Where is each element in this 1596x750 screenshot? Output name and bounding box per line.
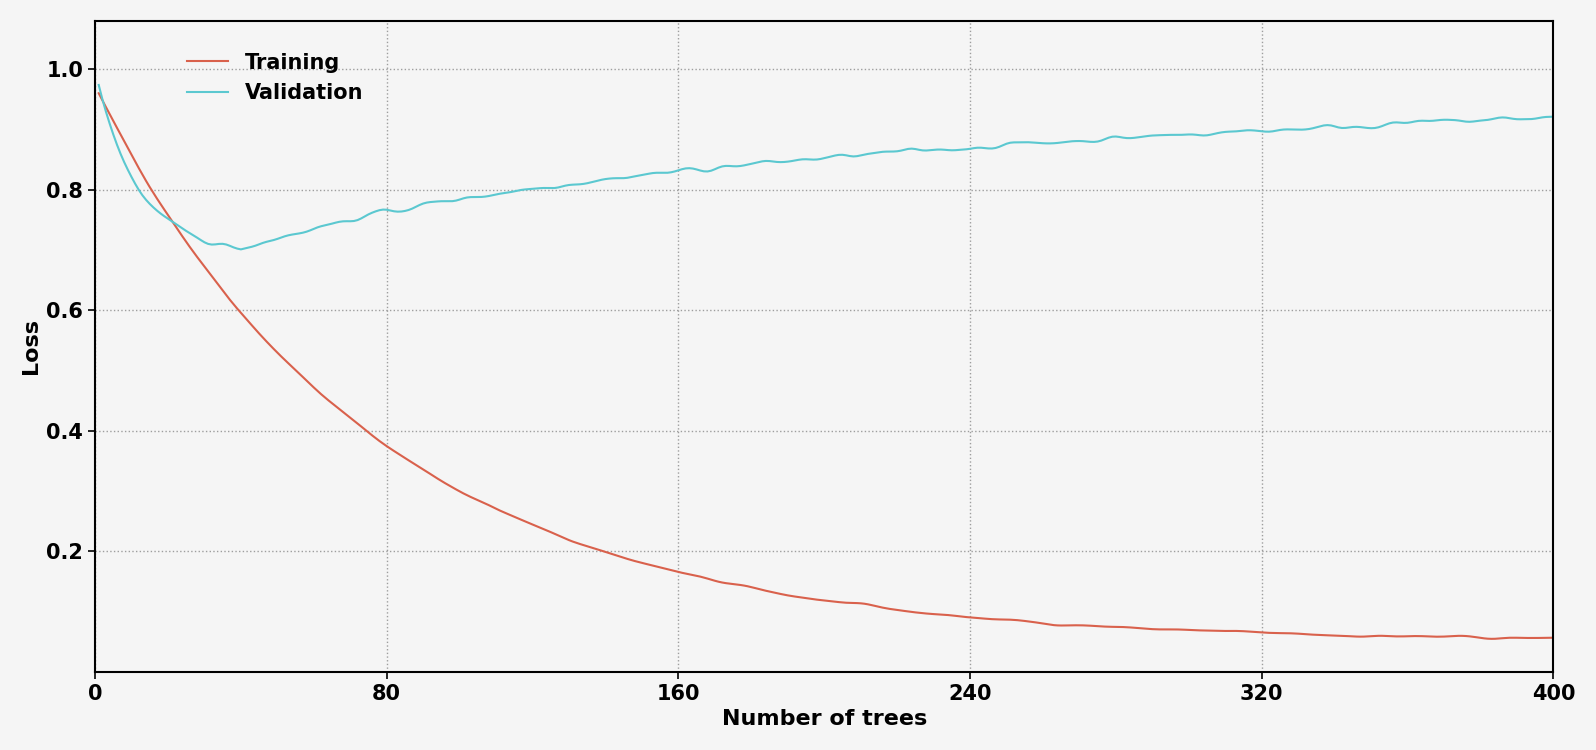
Validation (1151, 130, 1170, 140)
Training (1004, 616, 1023, 625)
Training (1543, 633, 1562, 642)
Validation (231, 244, 251, 254)
Training (265, 344, 284, 353)
Training (1481, 634, 1500, 644)
X-axis label: Number of trees: Number of trees (721, 710, 927, 729)
Line: Training: Training (99, 93, 1553, 639)
Validation (1143, 131, 1162, 140)
Training (563, 537, 583, 546)
Line: Validation: Validation (99, 85, 1553, 249)
Validation (89, 80, 109, 89)
Training (89, 88, 109, 98)
Validation (1543, 112, 1562, 122)
Training (1146, 625, 1165, 634)
Training (666, 566, 685, 575)
Validation (1009, 138, 1028, 147)
Legend: Training, Validation: Training, Validation (179, 44, 372, 111)
Y-axis label: Loss: Loss (21, 318, 41, 374)
Validation (669, 166, 688, 175)
Validation (268, 235, 287, 244)
Training (1140, 625, 1159, 634)
Validation (567, 180, 586, 189)
